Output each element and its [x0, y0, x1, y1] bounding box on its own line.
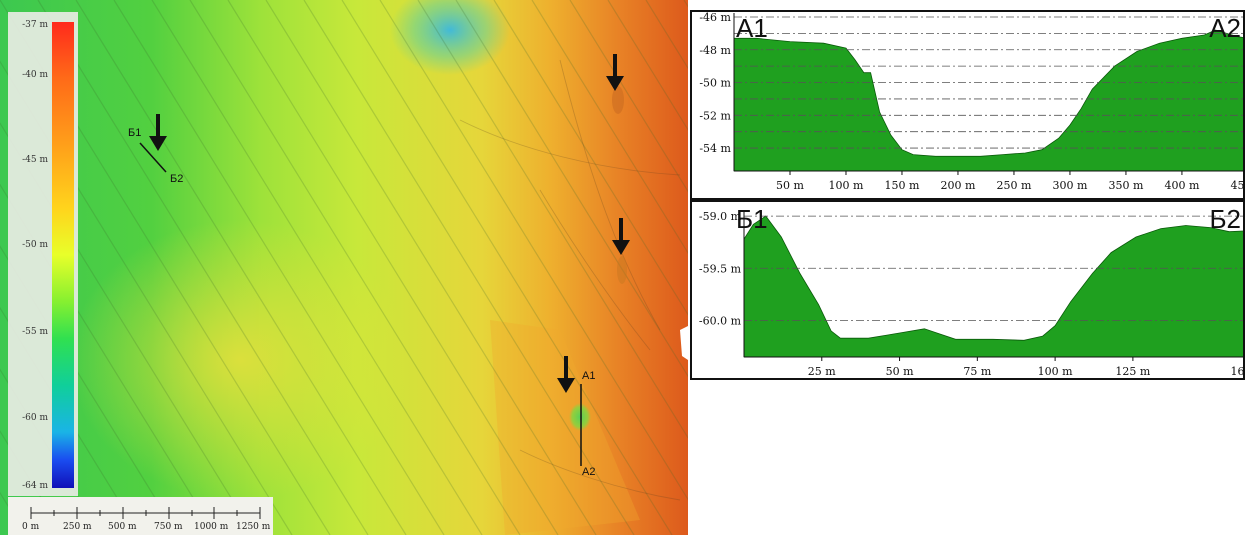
survey-track-line	[341, 0, 673, 535]
profile-a-start-label: A1	[582, 370, 596, 382]
x-tick-label: 75 m	[963, 365, 991, 378]
scale-label: 1250 m	[236, 522, 271, 532]
down-arrow-icon	[606, 54, 624, 91]
survey-track-line	[607, 0, 688, 131]
x-tick-label: 125 m	[1115, 365, 1150, 378]
profile-a-end-label: A2	[582, 466, 596, 478]
survey-track-line	[531, 0, 688, 255]
scale-label: 500 m	[108, 522, 137, 532]
survey-track-line	[569, 0, 688, 193]
legend-tick: -50 m	[22, 240, 48, 250]
profile-b-end-label: Б2	[1209, 204, 1241, 234]
scale-bar: 0 m 250 m 500 m 750 m 1000 m 1250 m	[8, 497, 273, 535]
legend-tick: -40 m	[22, 70, 48, 80]
survey-track-line	[189, 0, 521, 535]
profile-b-start-label: Б1	[128, 127, 142, 139]
x-tick-label: 400 m	[1164, 179, 1199, 192]
legend-tick: -60 m	[22, 413, 48, 423]
profile-b-end-label: Б2	[170, 173, 184, 185]
survey-track-line	[151, 0, 483, 535]
survey-track-line	[265, 0, 597, 535]
profile-area	[743, 215, 1243, 358]
profile-area	[733, 29, 1243, 172]
x-tick-label: 50 m	[776, 179, 804, 192]
x-tick-label: 100 m	[829, 179, 864, 192]
profile-a-plot: -46 m -48 m -50 m -52 m -54 m 50 m 100 m 150 m 2…	[699, 12, 1243, 192]
profile-chart-a: -46 m -48 m -50 m -52 m -54 m 50 m 100 m 150 m 2…	[690, 10, 1245, 200]
scale-label: 0 m	[22, 522, 40, 532]
y-tick-label: -60.0 m	[699, 314, 742, 327]
profile-chart-b: -59.0 m -59.5 m -60.0 m 25 m 50 m 75 m 100 m 12…	[690, 200, 1245, 380]
x-tick-label: 459 m	[1231, 179, 1243, 192]
down-arrow-icon	[557, 356, 575, 393]
survey-track-line	[227, 0, 559, 535]
depth-colorbar	[52, 22, 74, 488]
x-tick-label: 350 m	[1108, 179, 1143, 192]
legend-tick: -55 m	[22, 327, 48, 337]
profile-b-start-label: Б1	[736, 204, 768, 234]
y-tick-label: -59.0 m	[699, 210, 742, 223]
x-tick-label: 200 m	[940, 179, 975, 192]
y-tick-label: -48 m	[699, 44, 731, 57]
profile-b-plot: -59.0 m -59.5 m -60.0 m 25 m 50 m 75 m 100 m 12…	[699, 210, 1243, 378]
survey-track-line	[0, 306, 141, 535]
profile-a-start-label: A1	[736, 13, 768, 43]
x-tick-label: 150 m	[885, 179, 920, 192]
y-tick-label: -52 m	[699, 109, 731, 122]
scale-label: 250 m	[63, 522, 92, 532]
x-tick-label: 162 m	[1231, 365, 1243, 378]
y-tick-label: -50 m	[699, 77, 731, 90]
survey-track-line	[113, 0, 445, 535]
legend-tick: -45 m	[22, 155, 48, 165]
scale-label: 750 m	[154, 522, 183, 532]
bathymetry-surface	[0, 0, 688, 535]
legend-tick: -64 m	[22, 481, 48, 491]
scale-bar-ruler	[30, 507, 261, 519]
survey-track-line	[379, 0, 688, 501]
down-arrow-icon	[612, 218, 630, 255]
x-tick-label: 100 m	[1038, 365, 1073, 378]
survey-track-line	[37, 0, 369, 535]
y-tick-label: -46 m	[699, 12, 731, 24]
survey-track-line	[0, 122, 255, 535]
scale-label: 1000 m	[194, 522, 229, 532]
survey-track-line	[303, 0, 635, 535]
legend-tick: -37 m	[22, 20, 48, 30]
survey-track-line	[417, 0, 688, 439]
survey-track-line	[75, 0, 407, 535]
y-tick-label: -54 m	[699, 142, 731, 155]
x-tick-label: 250 m	[996, 179, 1031, 192]
down-arrow-icon	[149, 114, 167, 151]
y-tick-label: -59.5 m	[699, 262, 742, 275]
profile-a-end-label: A2	[1209, 13, 1241, 43]
x-tick-label: 300 m	[1052, 179, 1087, 192]
x-tick-label: 25 m	[808, 365, 836, 378]
bathymetry-map: Б1 Б2 A1 A2 -37 m -40 m -45 m -50 m -55 …	[0, 0, 688, 535]
survey-track-line	[493, 0, 688, 316]
x-tick-label: 50 m	[886, 365, 914, 378]
